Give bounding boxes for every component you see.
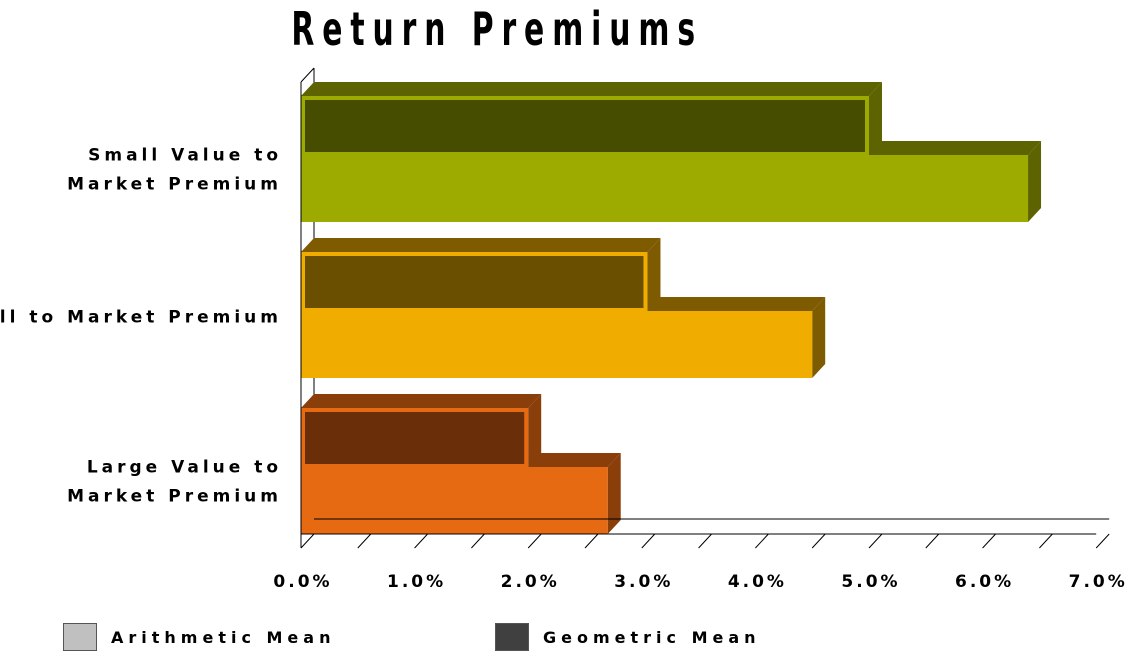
legend-swatch-arithmetic (63, 623, 97, 651)
arithmetic-bar (301, 467, 608, 534)
x-tick (868, 533, 883, 549)
legend-swatch-geometric (495, 623, 529, 651)
back-wall-top-line (300, 67, 315, 83)
x-tick-label: 7.0% (1069, 572, 1128, 592)
category-label-line: Large Value to (87, 458, 282, 478)
x-tick-label: 5.0% (841, 572, 900, 592)
x-tick-label: 6.0% (955, 572, 1014, 592)
x-tick (584, 533, 599, 549)
x-tick (1095, 533, 1110, 549)
x-tick (1039, 533, 1053, 549)
x-tick (414, 533, 428, 549)
geometric-bar-side (869, 82, 882, 156)
x-tick-label: 3.0% (614, 572, 673, 592)
x-tick-label: 4.0% (728, 572, 787, 592)
geometric-bar-top (301, 82, 882, 96)
x-tick-label: 1.0% (387, 572, 446, 592)
arithmetic-bar-top (869, 141, 1042, 155)
chart-title: Return Premiums (291, 2, 704, 56)
geometric-bar-side (647, 238, 661, 312)
x-tick (300, 533, 315, 549)
arithmetic-bar-top (528, 453, 621, 467)
x-tick (641, 533, 656, 549)
geometric-bar (301, 96, 869, 156)
category-label-line: Market Premium (67, 487, 282, 507)
geometric-bar (301, 408, 529, 468)
x-tick-label: 2.0% (501, 572, 560, 592)
x-tick (755, 533, 769, 549)
legend-item-arithmetic: Arithmetic Mean (63, 622, 335, 652)
x-tick (527, 533, 542, 549)
category-label-line: Small to Market Premium (0, 308, 282, 328)
category-label: Small to Market Premium (0, 308, 282, 328)
arithmetic-bar-side (1028, 141, 1042, 222)
arithmetic-bar-top (647, 297, 826, 311)
category-label-line: Small Value to (88, 146, 282, 166)
arithmetic-bar (301, 155, 1029, 222)
x-tick-label: 0.0% (273, 572, 332, 592)
legend-label-geometric: Geometric Mean (543, 627, 761, 647)
geometric-bar (301, 252, 648, 312)
arithmetic-bar-side (812, 297, 826, 378)
x-tick (357, 533, 372, 549)
x-tick (698, 533, 712, 549)
legend-label-arithmetic: Arithmetic Mean (111, 627, 336, 647)
legend-item-geometric: Geometric Mean (495, 622, 761, 652)
geometric-bar-top (301, 394, 542, 408)
x-tick (925, 533, 940, 549)
arithmetic-bar-side (607, 453, 621, 534)
x-tick (982, 533, 996, 549)
x-tick (811, 533, 826, 549)
x-tick (471, 533, 485, 549)
category-label: Large Value to Market Premium (67, 458, 282, 507)
category-label: Small Value to Market Premium (67, 146, 282, 195)
geometric-bar-top (301, 238, 661, 252)
geometric-bar-side (528, 394, 542, 468)
category-label-line: Market Premium (67, 175, 282, 195)
arithmetic-bar (301, 311, 813, 378)
